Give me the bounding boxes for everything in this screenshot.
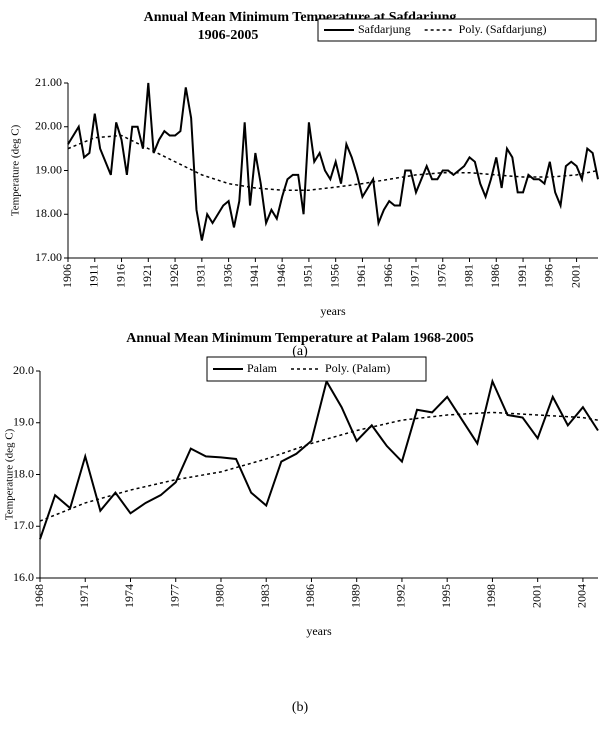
y-axis-label: Temperature (deg C): [10, 124, 22, 216]
x-tick-label: 1966: [381, 264, 395, 288]
x-axis-label: years: [320, 304, 346, 318]
x-tick-label: 1951: [301, 264, 315, 288]
y-tick-label: 17.00: [35, 250, 62, 264]
y-tick-label: 17.0: [13, 518, 34, 532]
legend-label: Palam: [247, 361, 278, 375]
x-tick-label: 1926: [167, 264, 181, 288]
x-tick-label: 1956: [327, 264, 341, 288]
x-tick-label: 1986: [303, 584, 317, 608]
trend-line: [39, 411, 599, 522]
y-tick-label: 20.0: [13, 363, 34, 377]
x-tick-label: 1946: [274, 264, 288, 288]
x-tick-label: 1996: [542, 264, 556, 288]
caption: (b): [292, 700, 309, 715]
x-tick-label: 1936: [220, 264, 234, 288]
x-tick-label: 1921: [140, 264, 154, 288]
x-tick-label: 1976: [434, 264, 448, 288]
y-tick-label: 18.0: [13, 466, 34, 480]
x-tick-label: 1906: [60, 264, 74, 288]
x-tick-label: 2001: [568, 264, 582, 288]
x-tick-label: 1974: [122, 584, 136, 608]
legend-box: [317, 18, 597, 42]
x-tick-label: 1911: [87, 264, 101, 288]
x-tick-label: 1977: [167, 584, 181, 608]
x-tick-label: 1961: [354, 264, 368, 288]
x-tick-label: 1980: [213, 584, 227, 608]
y-tick-label: 21.00: [35, 75, 62, 89]
x-tick-label: 1968: [32, 584, 46, 608]
y-tick-label: 16.0: [13, 570, 34, 584]
x-tick-label: 1971: [77, 584, 91, 608]
y-tick-label: 19.00: [35, 162, 62, 176]
x-axis-label: years: [306, 624, 332, 638]
x-tick-label: 2001: [529, 584, 543, 608]
x-tick-label: 1983: [258, 584, 272, 608]
x-tick-label: 1995: [439, 584, 453, 608]
legend-label: Safdarjung: [358, 22, 411, 36]
y-tick-label: 20.00: [35, 119, 62, 133]
y-tick-label: 18.00: [35, 206, 62, 220]
legend-label: Poly. (Safdarjung): [459, 22, 547, 36]
legend-label: Poly. (Palam): [325, 361, 390, 375]
y-tick-label: 19.0: [13, 415, 34, 429]
x-tick-label: 1931: [194, 264, 208, 288]
x-tick-label: 1971: [408, 264, 422, 288]
x-tick-label: 1998: [484, 584, 498, 608]
data-line: [67, 82, 599, 241]
chart-subtitle: 1906-2005: [198, 28, 259, 43]
trend-line: [67, 134, 599, 191]
chart-title: Annual Mean Minimum Temperature at Palam…: [126, 331, 473, 346]
x-tick-label: 2004: [575, 584, 589, 608]
x-tick-label: 1989: [348, 584, 362, 608]
x-tick-label: 1992: [394, 584, 408, 608]
x-tick-label: 1916: [113, 264, 127, 288]
data-line: [39, 378, 599, 540]
caption: (a): [292, 344, 308, 359]
y-axis-label: Temperature (deg C): [4, 428, 16, 520]
x-tick-label: 1941: [247, 264, 261, 288]
x-tick-label: 1986: [488, 264, 502, 288]
x-tick-label: 1991: [515, 264, 529, 288]
x-tick-label: 1981: [461, 264, 475, 288]
